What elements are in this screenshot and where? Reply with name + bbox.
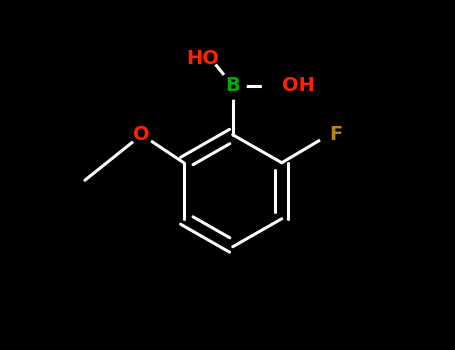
- Text: F: F: [329, 125, 342, 144]
- Circle shape: [184, 30, 222, 68]
- Circle shape: [219, 72, 246, 99]
- Text: B: B: [225, 76, 240, 95]
- Text: OH: OH: [282, 76, 314, 95]
- Text: O: O: [133, 125, 150, 144]
- Circle shape: [263, 66, 301, 105]
- Text: HO: HO: [187, 49, 219, 68]
- Circle shape: [131, 124, 152, 145]
- Circle shape: [319, 125, 339, 145]
